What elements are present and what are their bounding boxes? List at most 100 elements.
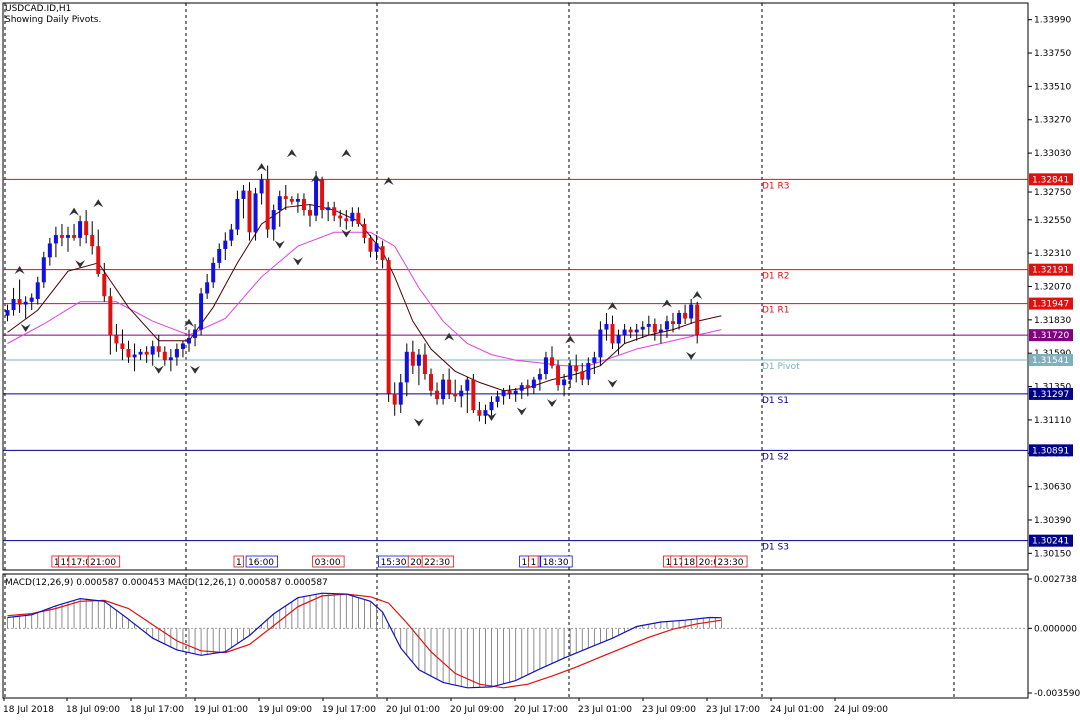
candle-body-37 bbox=[229, 229, 234, 241]
fractal-up-5 bbox=[286, 149, 297, 158]
price-tag-4 bbox=[1029, 354, 1073, 367]
candle-body-97 bbox=[592, 357, 597, 363]
candle-body-90 bbox=[550, 357, 554, 366]
candle-body-29 bbox=[180, 343, 185, 350]
price-tag-label-3: 1.31720 bbox=[1032, 331, 1069, 341]
y-tick-label-14: 1.30630 bbox=[1034, 483, 1071, 493]
candle-body-66 bbox=[404, 351, 409, 383]
candle-body-51 bbox=[314, 179, 319, 216]
candle-body-104 bbox=[634, 329, 639, 333]
event-box-3 bbox=[87, 555, 121, 568]
candle-body-21 bbox=[132, 354, 137, 358]
event-label-9: 22:30 bbox=[424, 558, 450, 568]
fractal-down-10 bbox=[547, 399, 557, 408]
macd-y-tick-label-1: 0.000000 bbox=[1034, 624, 1077, 634]
candle-body-43 bbox=[265, 179, 270, 230]
event-label-2: 17:00 bbox=[71, 558, 97, 568]
candle-body-26 bbox=[162, 351, 167, 361]
fractal-up-1 bbox=[69, 207, 80, 216]
event-label-12: 18:30 bbox=[543, 558, 569, 568]
price-tag-label-1: 1.32191 bbox=[1032, 266, 1069, 276]
candle-body-1 bbox=[11, 299, 16, 311]
candle-body-8 bbox=[53, 235, 58, 244]
candle-body-53 bbox=[326, 207, 331, 211]
price-tag-5 bbox=[1029, 387, 1073, 400]
candle-body-22 bbox=[138, 351, 143, 355]
event-label-14: 17 bbox=[673, 558, 684, 568]
candle-body-74 bbox=[453, 393, 458, 397]
price-tag-0 bbox=[1029, 173, 1073, 186]
candle-body-86 bbox=[525, 385, 530, 388]
candle-body-7 bbox=[47, 243, 52, 258]
candle-body-76 bbox=[465, 379, 470, 391]
candle-body-12 bbox=[78, 221, 83, 238]
price-tag-label-0: 1.32841 bbox=[1032, 175, 1069, 185]
candle-body-23 bbox=[144, 351, 149, 355]
event-label-6: 03:00 bbox=[315, 558, 341, 568]
candle-body-10 bbox=[66, 235, 70, 238]
candle-body-0 bbox=[5, 310, 10, 316]
x-tick-label-1: 18 Jul 09:00 bbox=[66, 705, 120, 715]
pivot-name-2: D1 R1 bbox=[762, 306, 790, 316]
candle-body-59 bbox=[362, 223, 367, 238]
fractal-up-6 bbox=[311, 174, 322, 183]
fractal-up-2 bbox=[93, 199, 104, 208]
candle-body-78 bbox=[477, 410, 482, 416]
fractal-down-6 bbox=[341, 229, 352, 238]
candle-body-19 bbox=[120, 343, 125, 350]
candle-body-85 bbox=[519, 385, 524, 391]
candle-body-5 bbox=[35, 282, 40, 300]
candle-body-72 bbox=[441, 379, 446, 400]
candle-body-64 bbox=[392, 393, 397, 405]
fractal-down-9 bbox=[516, 407, 527, 416]
x-tick-label-5: 19 Jul 17:00 bbox=[322, 705, 376, 715]
y-tick-label-5: 1.32750 bbox=[1034, 188, 1071, 198]
candle-body-103 bbox=[628, 329, 633, 333]
candle-body-44 bbox=[271, 210, 276, 230]
candle-body-35 bbox=[217, 248, 222, 263]
event-label-16: 20:00 bbox=[699, 558, 725, 568]
price-tag-label-4: 1.31541 bbox=[1032, 356, 1069, 366]
candle-body-94 bbox=[574, 365, 579, 372]
candle-body-87 bbox=[531, 379, 536, 388]
candle-body-61 bbox=[374, 243, 379, 252]
y-tick-label-16: 1.30150 bbox=[1034, 549, 1071, 559]
macd-main-line bbox=[7, 592, 722, 689]
candle-body-14 bbox=[90, 235, 95, 247]
candle-body-91 bbox=[556, 365, 561, 386]
candle-body-3 bbox=[23, 301, 28, 305]
candle-body-28 bbox=[174, 349, 179, 358]
y-tick-label-8: 1.32070 bbox=[1034, 283, 1071, 293]
x-tick-label-13: 24 Jul 09:00 bbox=[834, 705, 888, 715]
y-tick-label-1: 1.33750 bbox=[1034, 49, 1071, 59]
candle-body-48 bbox=[295, 198, 300, 202]
candle-body-88 bbox=[537, 374, 542, 380]
candle-body-89 bbox=[543, 357, 548, 375]
event-label-15: 18 bbox=[684, 558, 696, 568]
candle-body-57 bbox=[350, 212, 355, 222]
candle-body-49 bbox=[301, 198, 306, 211]
event-box-9 bbox=[421, 555, 455, 568]
candle-body-114 bbox=[695, 304, 700, 336]
fractal-up-0 bbox=[14, 265, 25, 274]
candle-body-40 bbox=[247, 190, 252, 233]
candle-body-41 bbox=[253, 193, 258, 233]
candle-body-105 bbox=[640, 326, 645, 330]
candle-body-71 bbox=[435, 390, 440, 400]
macd-header: MACD(12,26,9) 0.000587 0.000453 MACD(12,… bbox=[5, 578, 328, 588]
candle-body-62 bbox=[380, 246, 385, 261]
fractal-up-12 bbox=[661, 299, 672, 308]
fractal-down-8 bbox=[486, 412, 497, 421]
candle-body-30 bbox=[187, 337, 191, 344]
candle-body-75 bbox=[459, 390, 464, 397]
fractal-up-3 bbox=[184, 318, 194, 327]
candle-body-108 bbox=[658, 329, 663, 333]
candle-body-18 bbox=[114, 335, 119, 344]
candle-body-109 bbox=[664, 321, 669, 330]
candle-body-34 bbox=[211, 262, 216, 283]
candle-body-2 bbox=[17, 299, 22, 305]
candle-body-107 bbox=[652, 324, 657, 333]
price-tag-label-6: 1.30891 bbox=[1032, 446, 1069, 456]
price-tag-7 bbox=[1029, 534, 1073, 547]
